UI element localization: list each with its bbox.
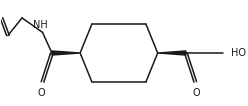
Polygon shape — [158, 51, 186, 55]
Text: HO: HO — [231, 48, 246, 58]
Text: NH: NH — [33, 20, 48, 30]
Text: O: O — [192, 88, 200, 98]
Text: O: O — [37, 88, 45, 98]
Polygon shape — [52, 51, 80, 55]
